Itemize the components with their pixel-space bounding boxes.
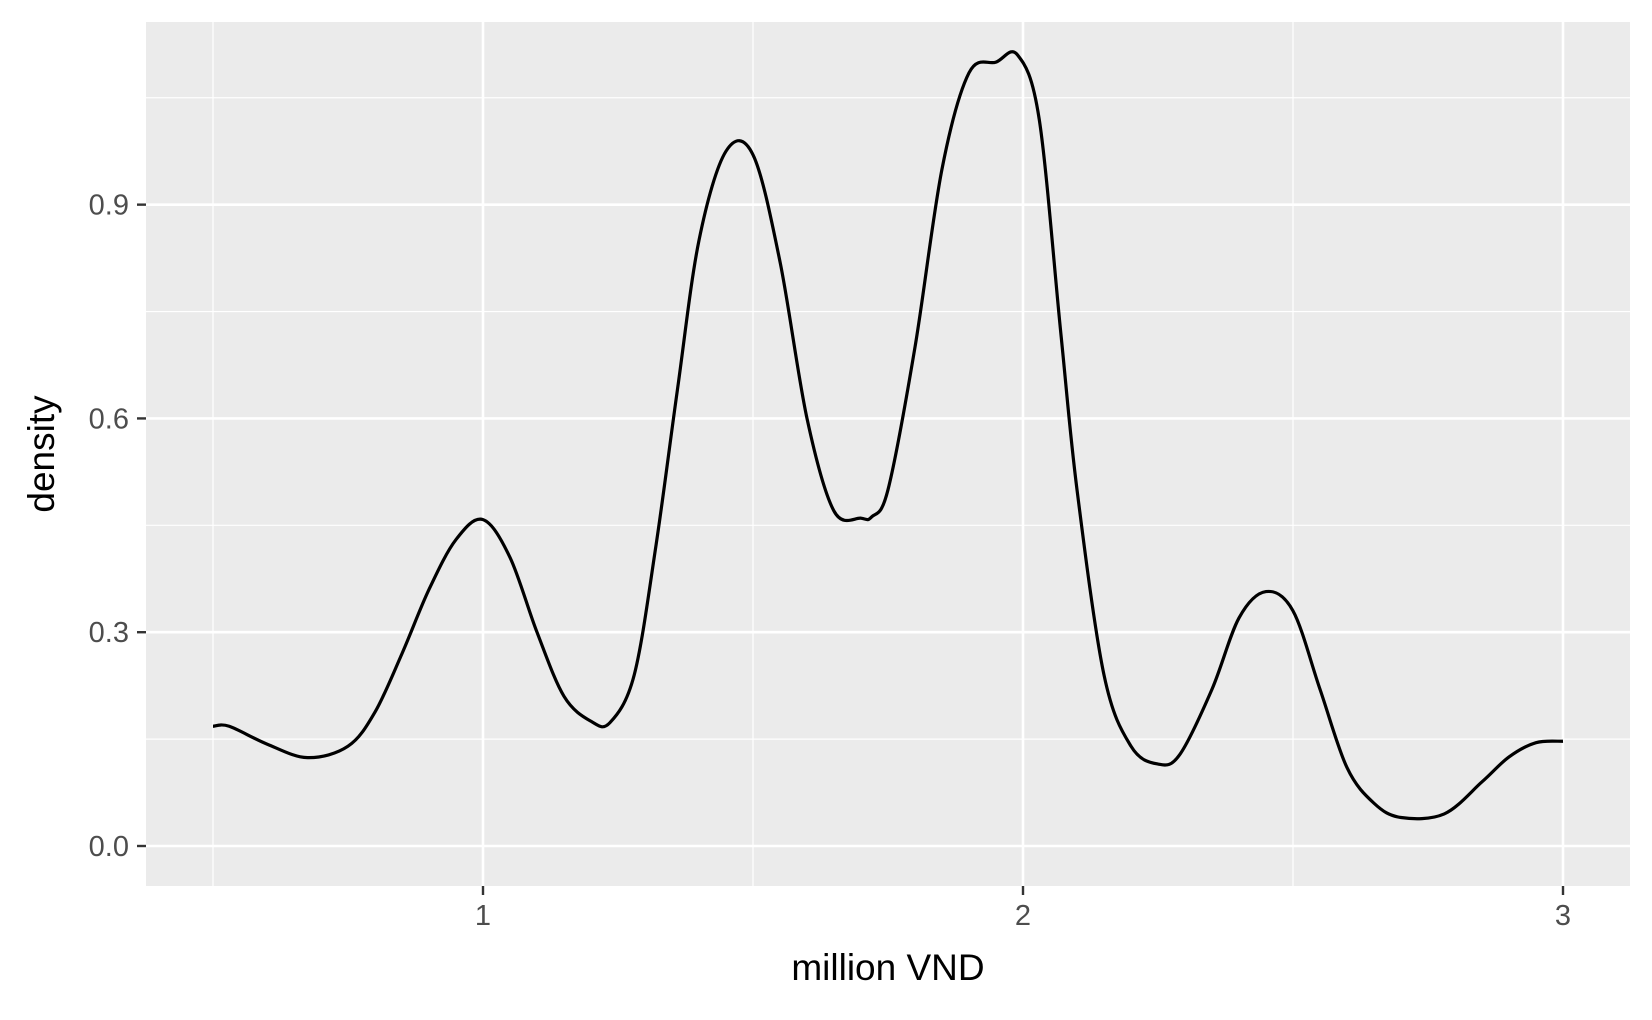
y-axis-title: density [21,395,62,513]
x-tick-label: 2 [1015,900,1031,932]
x-axis-title: million VND [791,947,984,988]
axes: 0.0 0.3 0.6 0.9 1 2 3 [89,190,1571,932]
y-tick-label: 0.0 [89,831,129,863]
x-tick-label: 3 [1555,900,1571,932]
plot-panel [146,22,1630,886]
y-tick-label: 0.3 [89,617,129,649]
density-curve [212,50,1564,821]
y-tick-label: 0.9 [89,190,129,222]
y-tick-label: 0.6 [89,403,129,435]
x-tick-label: 1 [475,900,491,932]
series-layer [212,50,1564,821]
